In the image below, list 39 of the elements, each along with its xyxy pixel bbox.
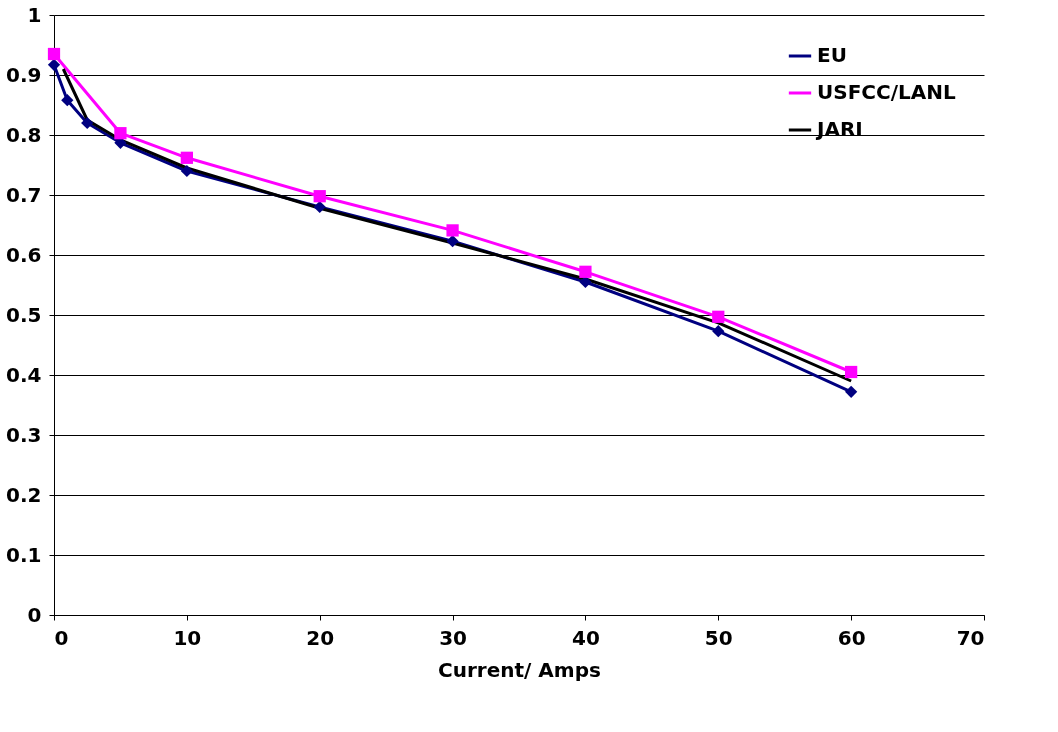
- x-tick-label: 70: [956, 625, 985, 650]
- point: [81, 116, 94, 130]
- point: [446, 224, 459, 237]
- x-tick-label: 10: [173, 625, 202, 650]
- x-tick-label: 20: [306, 625, 335, 650]
- point: [114, 127, 127, 140]
- point: [712, 325, 725, 338]
- y-tick-label: 1: [27, 2, 42, 27]
- x-axis-title: Current/ Amps: [438, 657, 601, 682]
- x-tick-label: 30: [439, 625, 467, 650]
- y-tick-label: 0.5: [6, 302, 42, 327]
- y-tick-label: 0.9: [6, 62, 42, 87]
- point: [313, 190, 326, 203]
- point: [180, 151, 193, 164]
- y-tick-label: 0.2: [6, 482, 42, 507]
- legend-label: EU: [817, 43, 847, 67]
- x-tick-label: 40: [572, 625, 600, 650]
- point: [47, 58, 61, 71]
- point: [61, 94, 74, 107]
- y-tick-label: 0.6: [6, 242, 42, 267]
- x-tick-label: 60: [837, 625, 866, 650]
- y-tick-label: 0.7: [6, 182, 42, 207]
- point: [845, 385, 858, 398]
- legend-label: USFCC/LANL: [817, 80, 956, 104]
- y-tick-label: 0.8: [6, 122, 42, 147]
- y-tick-label: 0: [27, 602, 42, 627]
- point: [579, 265, 592, 278]
- point: [313, 200, 326, 214]
- point: [180, 164, 193, 178]
- point: [579, 275, 592, 289]
- point: [845, 365, 858, 379]
- y-tick-label: 0.4: [6, 362, 42, 387]
- x-tick-label: 50: [704, 625, 733, 650]
- y-tick-label: 0.3: [6, 422, 42, 447]
- y-tick-label: 0.1: [6, 542, 42, 567]
- point: [47, 47, 61, 61]
- x-tick-label: 0: [54, 625, 69, 650]
- point: [712, 310, 725, 323]
- point: [446, 235, 459, 248]
